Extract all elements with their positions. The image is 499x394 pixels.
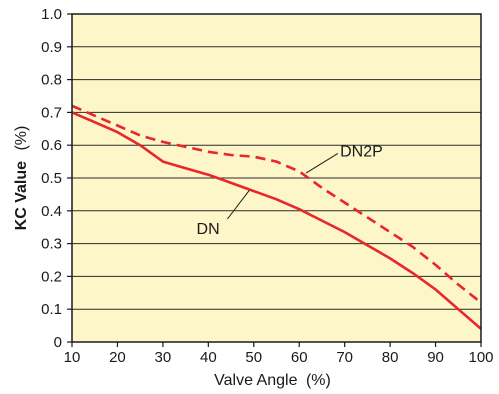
x-tick-label: 100 [468,349,493,366]
y-tick-label: 0.2 [41,268,62,285]
series-layer [71,104,482,330]
x-axis-title: Valve Angle (%) [214,372,331,389]
x-tick-label: 20 [109,349,126,366]
y-axis-title: KC Value (%) [13,126,30,231]
y-tick-label: 1.0 [41,6,62,23]
x-tick-label: 80 [382,349,399,366]
x-tick-label: 10 [64,349,81,366]
series-line-dn [71,111,482,330]
dn2p-leader-line [305,152,339,174]
x-axis-ticks: 10 20 30 40 50 60 70 80 90 100 [64,342,494,366]
y-tick-label: 0.8 [41,72,62,89]
grid-lines [72,46,481,310]
y-axis-label: KC Value [13,161,30,230]
y-tick-label: 0.4 [41,203,62,220]
y-axis-unit: (%) [13,126,30,151]
x-axis-label: Valve Angle [214,372,297,389]
series-line-dn2p [71,104,482,304]
y-tick-label: 0.3 [41,236,62,253]
y-tick-label: 0.6 [41,137,62,154]
y-tick-label: 0 [54,334,62,351]
x-tick-label: 50 [245,349,262,366]
x-axis-unit: (%) [306,372,331,389]
y-axis-ticks: 0 0.1 0.2 0.3 0.4 0.5 0.6 0.7 0.8 0.9 1.0 [41,6,72,351]
y-tick-label: 0.1 [41,301,62,318]
annotation-layer: DN2P DN [197,144,383,238]
x-tick-label: 30 [155,349,172,366]
x-tick-label: 90 [427,349,444,366]
x-tick-label: 60 [291,349,308,366]
dn-leader-line [227,190,250,220]
x-tick-label: 70 [336,349,353,366]
dn2p-label: DN2P [340,144,383,161]
y-tick-label: 0.5 [41,170,62,187]
dn-label: DN [197,221,220,238]
x-tick-label: 40 [200,349,217,366]
y-tick-label: 0.7 [41,104,62,121]
y-tick-label: 0.9 [41,39,62,56]
